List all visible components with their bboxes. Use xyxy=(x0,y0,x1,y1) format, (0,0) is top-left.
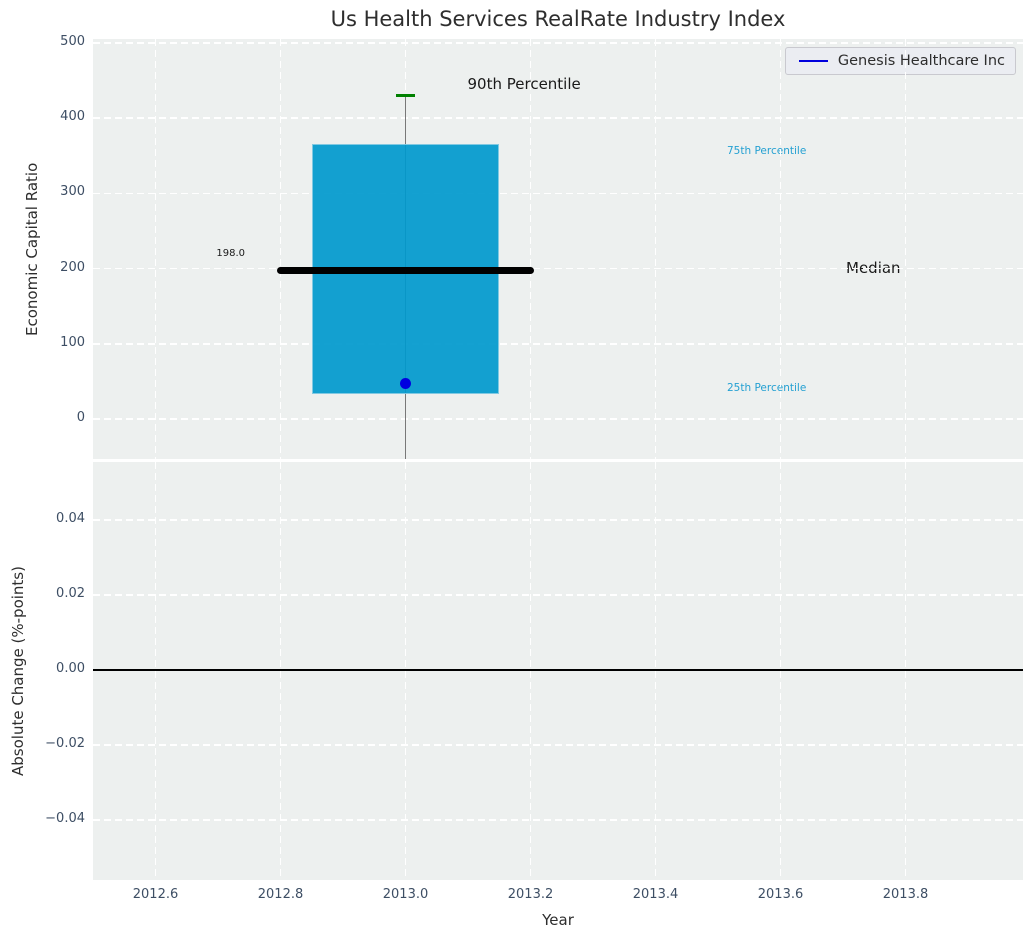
gridline-x xyxy=(154,462,157,880)
y-tick-label: −0.04 xyxy=(45,811,85,827)
annotation-90th-percentile: 90th Percentile xyxy=(467,75,581,94)
y-tick-label: 0.04 xyxy=(56,511,85,527)
gridline-x xyxy=(279,462,282,880)
x-tick-label: 2013.2 xyxy=(507,887,554,902)
y-tick-label: −0.02 xyxy=(45,736,85,752)
x-tick-label: 2012.6 xyxy=(132,887,179,902)
median-line xyxy=(277,266,534,274)
gridline-x xyxy=(279,39,282,459)
gridline-x xyxy=(779,462,782,880)
chart-title: Us Health Services RealRate Industry Ind… xyxy=(330,7,786,31)
gridline-x xyxy=(904,462,907,880)
gridline-y xyxy=(93,192,1023,195)
gridline-y xyxy=(93,519,1023,521)
gridline-y xyxy=(93,819,1023,821)
x-tick-label: 2013.0 xyxy=(382,887,429,902)
x-tick-label: 2012.8 xyxy=(257,887,304,902)
zero-line xyxy=(93,669,1023,671)
gridline-y xyxy=(93,343,1023,345)
y-tick-label: 500 xyxy=(60,33,85,49)
gridline-y xyxy=(93,267,1023,270)
legend-line-icon xyxy=(799,59,828,63)
whisker-cap-90th xyxy=(396,94,415,97)
axes-top xyxy=(93,39,1023,459)
y-tick-label: 0.02 xyxy=(56,586,85,602)
gridline-x xyxy=(654,462,657,880)
y-tick-label: 100 xyxy=(60,334,85,350)
y-tick-label: 0.00 xyxy=(56,661,85,677)
y-axis-label-bottom: Absolute Change (%-points) xyxy=(9,566,27,776)
y-tick-label: 0 xyxy=(76,410,85,426)
gridline-x xyxy=(904,39,907,459)
x-axis-label: Year xyxy=(542,911,574,929)
legend: Genesis Healthcare Inc xyxy=(785,47,1016,75)
gridline-x xyxy=(154,39,157,459)
data-point-genesis xyxy=(400,378,411,390)
legend-label: Genesis Healthcare Inc xyxy=(837,53,1005,69)
y-axis-label-top: Economic Capital Ratio xyxy=(23,162,41,336)
axes-bottom xyxy=(93,462,1023,880)
annotation-median-value: 198.0 xyxy=(216,248,245,260)
gridline-x xyxy=(779,39,782,459)
y-tick-label: 300 xyxy=(60,184,85,200)
gridline-x xyxy=(404,462,407,880)
gridline-x xyxy=(529,39,532,459)
gridline-y xyxy=(93,418,1023,420)
gridline-x xyxy=(529,462,532,880)
x-tick-label: 2013.6 xyxy=(757,887,804,902)
gridline-y xyxy=(93,744,1023,746)
x-tick-label: 2013.8 xyxy=(882,887,929,902)
y-tick-label: 200 xyxy=(60,259,85,275)
gridline-y xyxy=(93,594,1023,596)
gridline-y xyxy=(93,117,1023,119)
annotation-75th-percentile: 75th Percentile xyxy=(727,145,807,158)
gridline-x xyxy=(654,39,657,459)
gridline-y xyxy=(93,42,1023,44)
x-tick-label: 2013.4 xyxy=(632,887,679,902)
y-tick-label: 400 xyxy=(60,109,85,125)
annotation-25th-percentile: 25th Percentile xyxy=(727,381,807,394)
